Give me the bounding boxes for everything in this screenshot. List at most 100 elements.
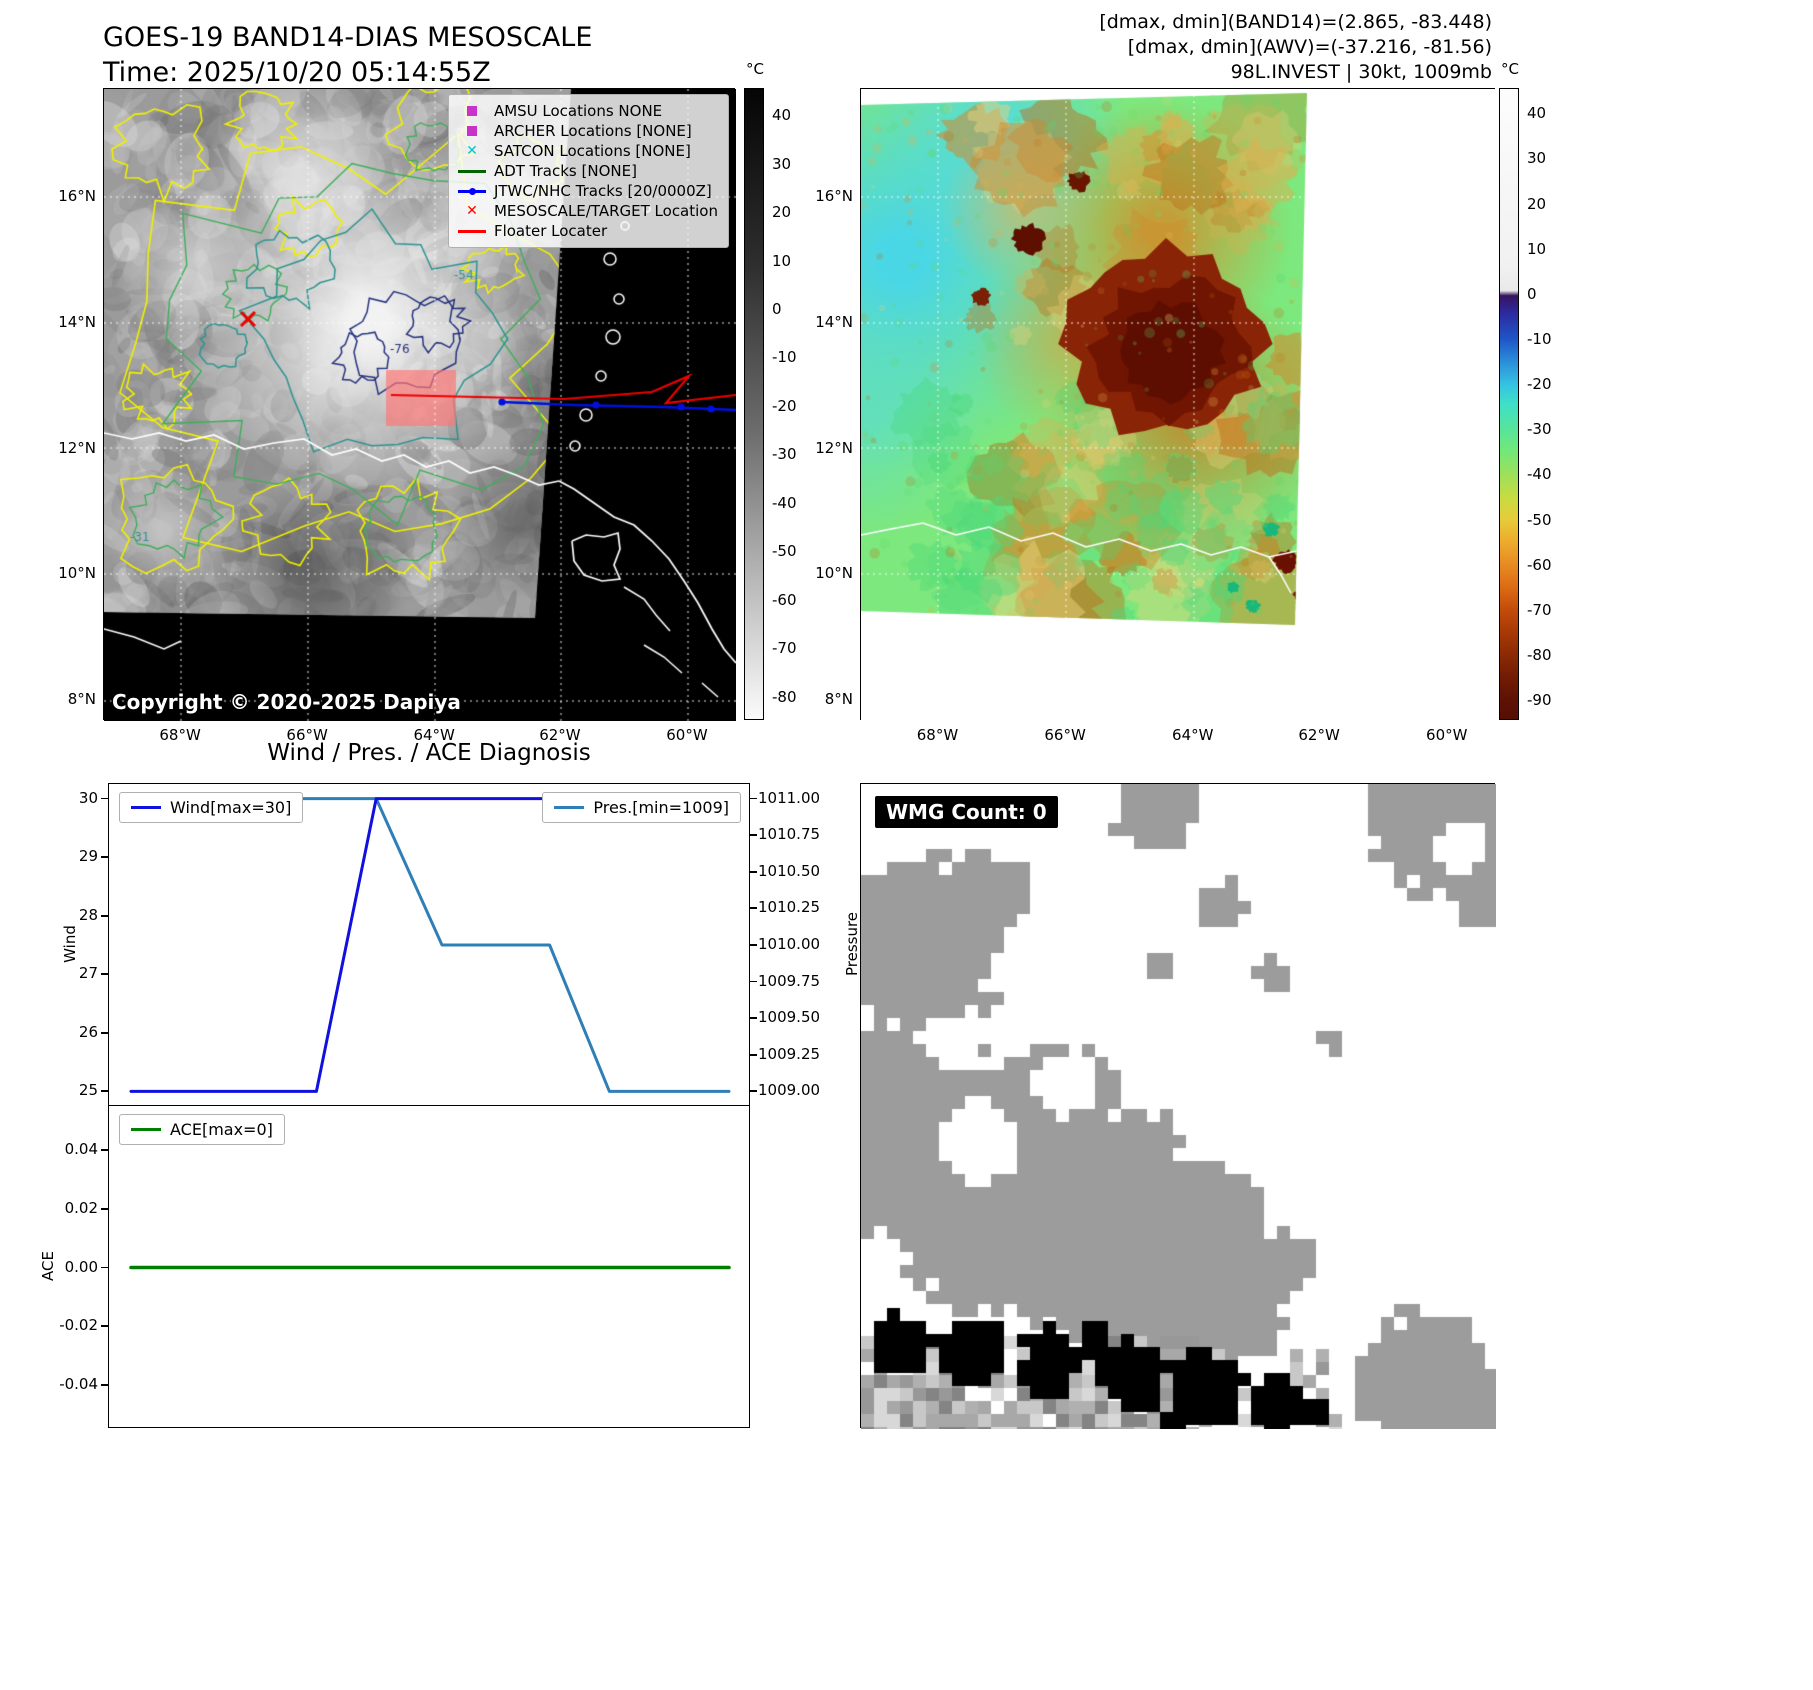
lat-tick-label: 12°N: [58, 438, 96, 457]
lat-tick-label: 16°N: [815, 187, 853, 206]
lon-tick-label: 62°W: [539, 726, 581, 744]
colorbar-tick-label: 20: [772, 203, 792, 222]
axis-tick-mark: [750, 944, 757, 946]
lon-tick-label: 64°W: [413, 726, 455, 744]
colorbar-tick-label: -20: [772, 396, 797, 415]
colorbar-tick-label: -10: [1527, 329, 1552, 348]
ace-axis-ticks: 0.04 0.02 0.00 -0.02 -0.04: [40, 1105, 98, 1428]
lat-tick-label: 14°N: [58, 312, 96, 331]
axis-tick-label: 30: [78, 788, 98, 807]
legend-label: ARCHER Locations [NONE]: [493, 122, 692, 140]
band14-lon-axis: 68°W 66°W 64°W 62°W 60°W: [103, 726, 735, 748]
wmg-count-badge: WMG Count: 0: [875, 796, 1058, 828]
ace-chart: ACE[max=0]: [101, 1105, 750, 1428]
axis-tick-mark: [750, 870, 757, 873]
colorbar-tick-label: -60: [1527, 555, 1552, 574]
line-marker: [457, 169, 486, 173]
ace-legend-label: ACE[max=0]: [170, 1120, 273, 1139]
amsu-locations-icon: [457, 106, 487, 116]
legend-label: MESOSCALE/TARGET Location: [493, 202, 718, 220]
colorbar-tick-label: -80: [772, 687, 797, 706]
axis-tick-label: 26: [78, 1022, 98, 1041]
wind-legend: Wind[max=30]: [119, 792, 304, 823]
invest-status: 98L.INVEST | 30kt, 1009mb: [1230, 61, 1492, 83]
ace-legend-sample: [131, 1128, 161, 1131]
colorbar-tick-label: -90: [1527, 691, 1552, 710]
axis-tick-label: 0.02: [64, 1198, 98, 1217]
lon-tick-label: 62°W: [1298, 726, 1340, 744]
satcon-locations-icon: ✕: [466, 143, 478, 159]
pressure-legend-label: Pres.[min=1009]: [593, 798, 729, 817]
enhanced-lon-axis: 68°W 66°W 64°W 62°W 60°W: [860, 726, 1495, 748]
legend-label: AMSU Locations NONE: [493, 102, 663, 120]
axis-tick-mark: [750, 1053, 757, 1056]
axis-tick-label: 1010.75: [758, 825, 821, 844]
legend-label: SATCON Locations [NONE]: [493, 142, 691, 160]
colorbar-tick-label: -40: [772, 493, 797, 512]
lat-tick-label: 14°N: [815, 312, 853, 331]
legend-item-archer-locations: ARCHER Locations [NONE]: [457, 121, 718, 141]
square-marker: [466, 126, 477, 136]
line-marker: [457, 187, 486, 195]
wind-pressure-chart: Wind[max=30] Pres.[min=1009]: [101, 783, 757, 1105]
axis-tick-mark: [750, 834, 757, 837]
band14-title: GOES-19 BAND14-DIAS MESOSCALE: [103, 22, 593, 53]
jtwc-nhc-tracks-icon: [457, 187, 487, 195]
colorbar-tick-label: -50: [772, 542, 797, 561]
wind-legend-label: Wind[max=30]: [170, 798, 292, 817]
wmg-panel: WMG Count: 0: [860, 783, 1496, 1429]
axis-tick-mark: [101, 1090, 108, 1093]
colorbar-tick-label: -10: [772, 348, 797, 367]
axis-tick-label: 0.00: [64, 1257, 98, 1276]
band14-colorbar-unit: °C: [746, 60, 764, 78]
enhanced-satellite-image: [861, 89, 1496, 721]
axis-tick-label: 0.04: [64, 1140, 98, 1159]
axis-tick-mark: [750, 797, 757, 800]
enhanced-colorbar-ticks: 40 30 20 10 0 -10 -20 -30 -40 -50 -60 -70 -80 -90: [1521, 88, 1573, 720]
square-marker: [466, 106, 477, 116]
wind-axis-label: Wind: [61, 925, 79, 963]
lat-tick-label: 8°N: [67, 690, 96, 709]
band14-colorbar: [744, 88, 764, 720]
axis-tick-mark: [750, 907, 757, 910]
archer-locations-icon: [457, 126, 487, 136]
colorbar-tick-label: 30: [772, 154, 792, 173]
legend-item-mesoscale-target: ✕ MESOSCALE/TARGET Location: [457, 201, 718, 221]
ace-axis-label: ACE: [39, 1251, 57, 1281]
colorbar-tick-label: -20: [1527, 375, 1552, 394]
lat-tick-label: 10°N: [815, 564, 853, 583]
band14-colorbar-ticks: 40 30 20 10 0 -10 -20 -30 -40 -50 -60 -70 -80: [766, 88, 818, 720]
colorbar-tick-label: 10: [1527, 239, 1547, 258]
wmg-mask-image: [861, 784, 1496, 1429]
colorbar-tick-label: 40: [1527, 104, 1547, 123]
legend-item-amsu-locations: AMSU Locations NONE: [457, 101, 718, 121]
lon-tick-label: 68°W: [916, 726, 959, 744]
enhanced-map-panel: [860, 88, 1496, 721]
axis-tick-mark: [101, 856, 108, 858]
axis-tick-mark: [750, 980, 757, 983]
wind-axis-ticks: 30 29 28 27 26 25: [56, 783, 98, 1105]
colorbar-tick-label: 40: [772, 106, 792, 125]
pressure-legend-sample: [554, 806, 585, 809]
axis-tick-label: 1010.50: [758, 861, 821, 880]
colorbar-tick-label: -40: [1527, 465, 1552, 484]
diagnosis-title: Wind / Pres. / ACE Diagnosis: [267, 740, 591, 766]
axis-tick-mark: [101, 1266, 108, 1269]
ace-legend: ACE[max=0]: [119, 1114, 285, 1145]
legend-label: ADT Tracks [NONE]: [493, 162, 637, 180]
axis-tick-label: -0.02: [59, 1316, 98, 1335]
axis-tick-label: 1011.00: [758, 788, 821, 807]
legend-label: Floater Locater: [493, 222, 608, 240]
colorbar-tick-label: -80: [1527, 645, 1552, 664]
axis-tick-label: -0.04: [59, 1374, 98, 1393]
dot-marker: [468, 187, 476, 195]
mesoscale-target-icon: ✕: [466, 203, 478, 219]
lat-tick-label: 12°N: [815, 438, 853, 457]
axis-tick-mark: [101, 914, 108, 917]
awv-header-block: [dmax, dmin](BAND14)=(2.865, -83.448) [d…: [900, 10, 1492, 85]
lat-tick-label: 8°N: [824, 690, 853, 709]
legend-item-floater-locater: Floater Locater: [457, 221, 718, 241]
pressure-legend: Pres.[min=1009]: [542, 792, 741, 823]
legend-label: JTWC/NHC Tracks [20/0000Z]: [493, 182, 712, 200]
